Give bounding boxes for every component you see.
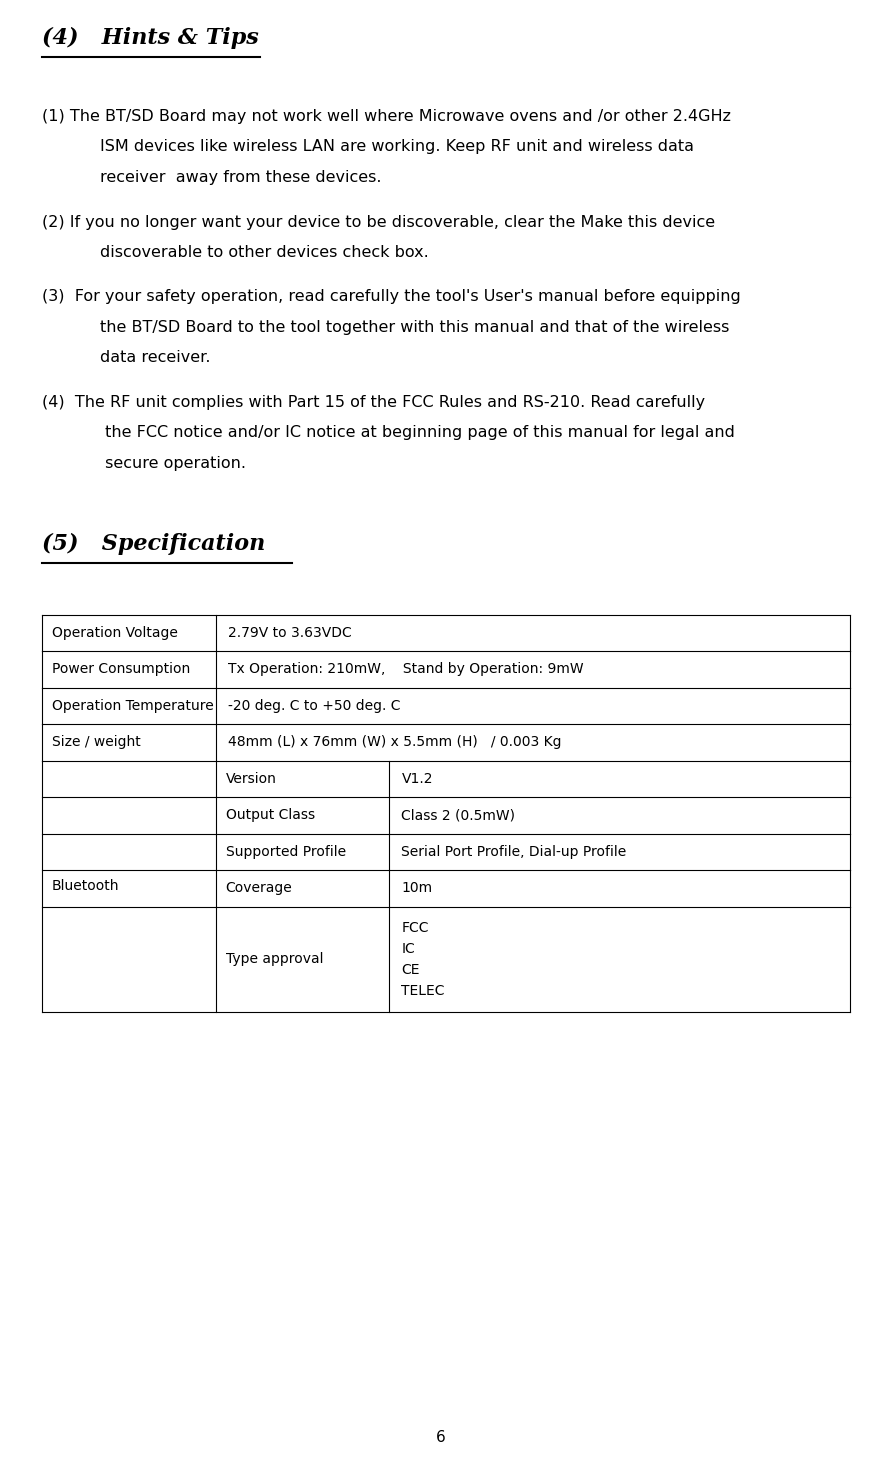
Text: Type approval: Type approval <box>226 952 323 967</box>
Text: secure operation.: secure operation. <box>100 456 246 472</box>
Text: FCC: FCC <box>401 920 429 934</box>
Text: receiver  away from these devices.: receiver away from these devices. <box>100 169 382 185</box>
Text: Supported Profile: Supported Profile <box>226 845 346 858</box>
Text: (1) The BT/SD Board may not work well where Microwave ovens and /or other 2.4GHz: (1) The BT/SD Board may not work well wh… <box>42 110 731 124</box>
Text: (4)  The RF unit complies with Part 15 of the FCC Rules and RS-210. Read careful: (4) The RF unit complies with Part 15 of… <box>42 396 705 410</box>
Text: the BT/SD Board to the tool together with this manual and that of the wireless: the BT/SD Board to the tool together wit… <box>100 320 729 334</box>
Text: Power Consumption: Power Consumption <box>52 663 191 676</box>
Text: CE: CE <box>401 962 420 977</box>
Text: (2) If you no longer want your device to be discoverable, clear the Make this de: (2) If you no longer want your device to… <box>42 215 715 229</box>
Text: Operation Voltage: Operation Voltage <box>52 626 178 639</box>
Text: Size / weight: Size / weight <box>52 736 141 749</box>
Text: Bluetooth: Bluetooth <box>52 879 119 894</box>
Text: TELEC: TELEC <box>401 984 445 997</box>
Text: Version: Version <box>226 772 277 785</box>
Text: Tx Operation: 210mW,    Stand by Operation: 9mW: Tx Operation: 210mW, Stand by Operation:… <box>228 663 583 676</box>
Text: IC: IC <box>401 942 415 955</box>
Text: ISM devices like wireless LAN are working. Keep RF unit and wireless data: ISM devices like wireless LAN are workin… <box>100 140 694 155</box>
Text: data receiver.: data receiver. <box>100 350 211 365</box>
Text: (5)   Specification: (5) Specification <box>42 533 265 555</box>
Text: Coverage: Coverage <box>226 882 293 895</box>
Text: V1.2: V1.2 <box>401 772 433 785</box>
Text: 48mm (L) x 76mm (W) x 5.5mm (H)   / 0.003 Kg: 48mm (L) x 76mm (W) x 5.5mm (H) / 0.003 … <box>228 736 561 749</box>
Text: Class 2 (0.5mW): Class 2 (0.5mW) <box>401 809 515 822</box>
Text: 10m: 10m <box>401 882 432 895</box>
Text: Output Class: Output Class <box>226 809 315 822</box>
Text: discoverable to other devices check box.: discoverable to other devices check box. <box>100 245 429 260</box>
Text: the FCC notice and/or IC notice at beginning page of this manual for legal and: the FCC notice and/or IC notice at begin… <box>100 425 735 441</box>
Text: -20 deg. C to +50 deg. C: -20 deg. C to +50 deg. C <box>228 699 400 712</box>
Text: 6: 6 <box>436 1431 446 1445</box>
Text: (3)  For your safety operation, read carefully the tool's User's manual before e: (3) For your safety operation, read care… <box>42 289 741 305</box>
Text: 2.79V to 3.63VDC: 2.79V to 3.63VDC <box>228 626 351 639</box>
Text: Operation Temperature: Operation Temperature <box>52 699 213 712</box>
Text: Serial Port Profile, Dial-up Profile: Serial Port Profile, Dial-up Profile <box>401 845 627 858</box>
Text: (4)   Hints & Tips: (4) Hints & Tips <box>42 26 258 50</box>
